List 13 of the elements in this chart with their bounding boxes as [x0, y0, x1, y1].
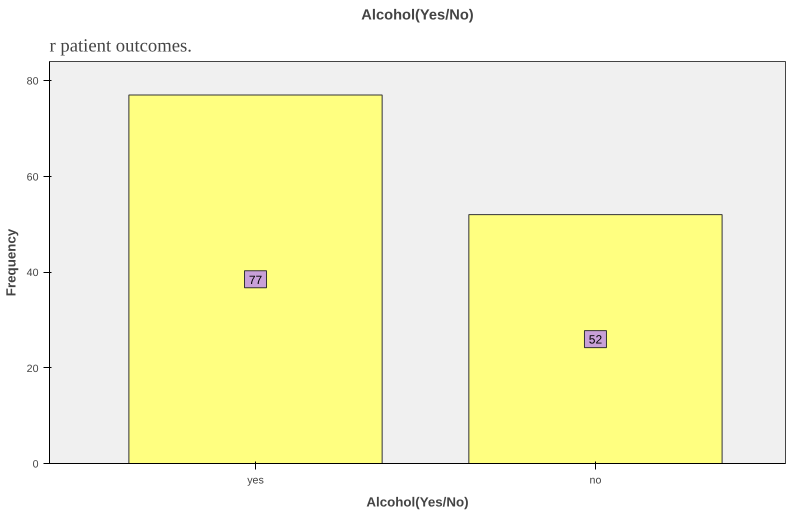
y-tick-label: 80 [26, 76, 39, 88]
data-label: 52 [588, 332, 602, 347]
chart-title: Alcohol(Yes/No) [361, 8, 474, 24]
y-axis-title: Frequency [4, 228, 19, 296]
x-axis-title: Alcohol(Yes/No) [366, 494, 469, 510]
y-tick-label: 0 [32, 458, 39, 470]
y-tick-label: 40 [26, 267, 39, 280]
y-tick-label: 60 [26, 171, 39, 184]
x-tick-label: no [590, 474, 602, 486]
x-tick-label: yes [247, 474, 264, 486]
text: r patient outcomes. [50, 36, 192, 56]
y-tick-label: 20 [26, 362, 39, 375]
data-label: 77 [248, 272, 263, 287]
